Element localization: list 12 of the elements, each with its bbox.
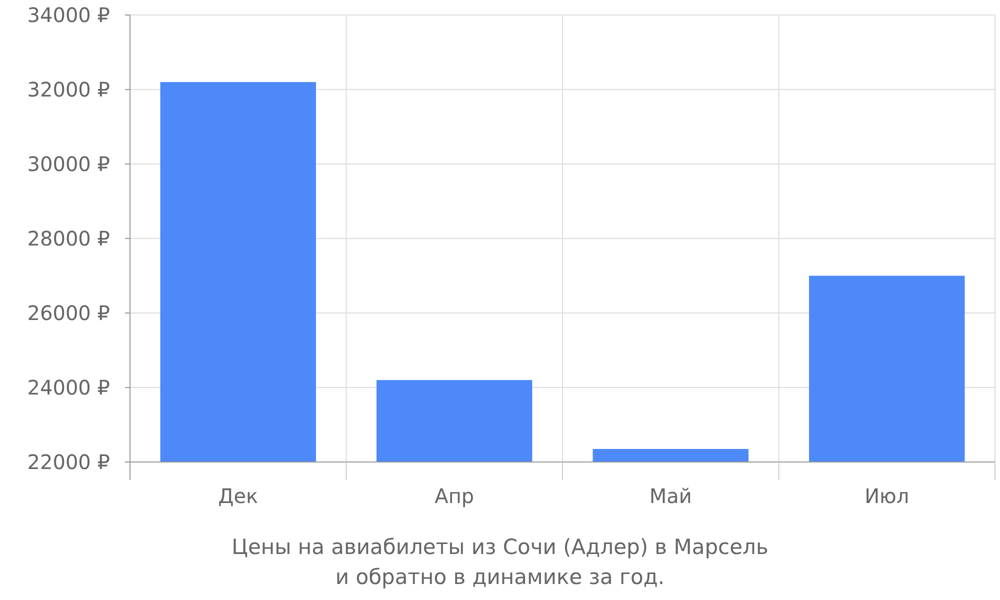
y-tick-label: 32000 ₽ xyxy=(27,78,110,102)
x-tick-label: Апр xyxy=(434,484,474,508)
x-tick-label: Май xyxy=(649,484,692,508)
text: Цены на авиабилеты из Сочи (Адлер) в Марсель и обратно в динамике за год. xyxy=(232,535,768,589)
y-tick-label: 24000 ₽ xyxy=(27,376,110,400)
x-tick-label: Дек xyxy=(218,484,258,508)
y-tick-label: 22000 ₽ xyxy=(27,450,110,474)
x-tick-label: Июл xyxy=(864,484,910,508)
y-tick-label: 30000 ₽ xyxy=(27,152,110,176)
y-tick-label: 34000 ₽ xyxy=(27,3,110,27)
y-tick-label: 28000 ₽ xyxy=(27,226,110,250)
y-tick-label: 26000 ₽ xyxy=(27,301,110,325)
